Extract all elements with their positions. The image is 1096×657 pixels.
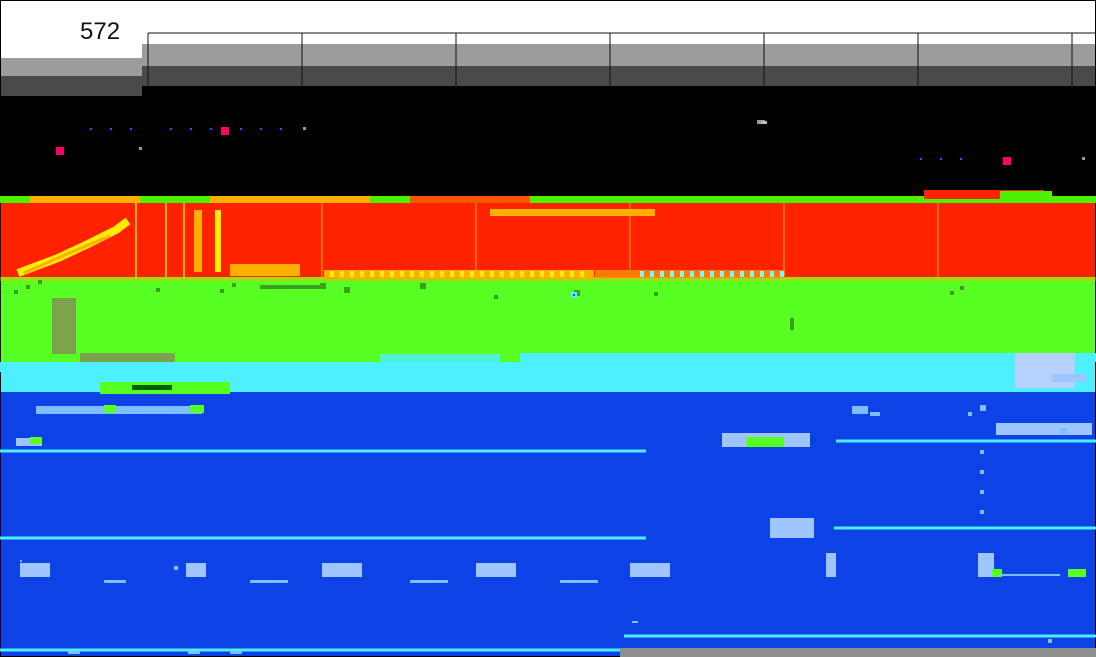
black-band	[0, 96, 1096, 202]
blue-band-dots	[20, 405, 1066, 654]
green-band	[0, 277, 1096, 362]
dark-gray-bar-left	[0, 76, 142, 96]
gray-bar-left	[0, 58, 142, 76]
top-ruler	[147, 32, 1096, 86]
red-band-artifacts	[16, 202, 939, 279]
dark-gray-bar-right	[142, 66, 1096, 86]
blue-band-blocks	[16, 405, 1092, 577]
gray-bar-right	[142, 44, 1096, 66]
ruler-value: 572	[80, 18, 121, 45]
blue-band	[0, 392, 1096, 657]
black-band-top-right	[142, 86, 1096, 96]
pixel-noise-icon	[571, 121, 767, 298]
blue-band-lines	[0, 439, 1096, 657]
green-band-artifacts	[0, 277, 1096, 394]
